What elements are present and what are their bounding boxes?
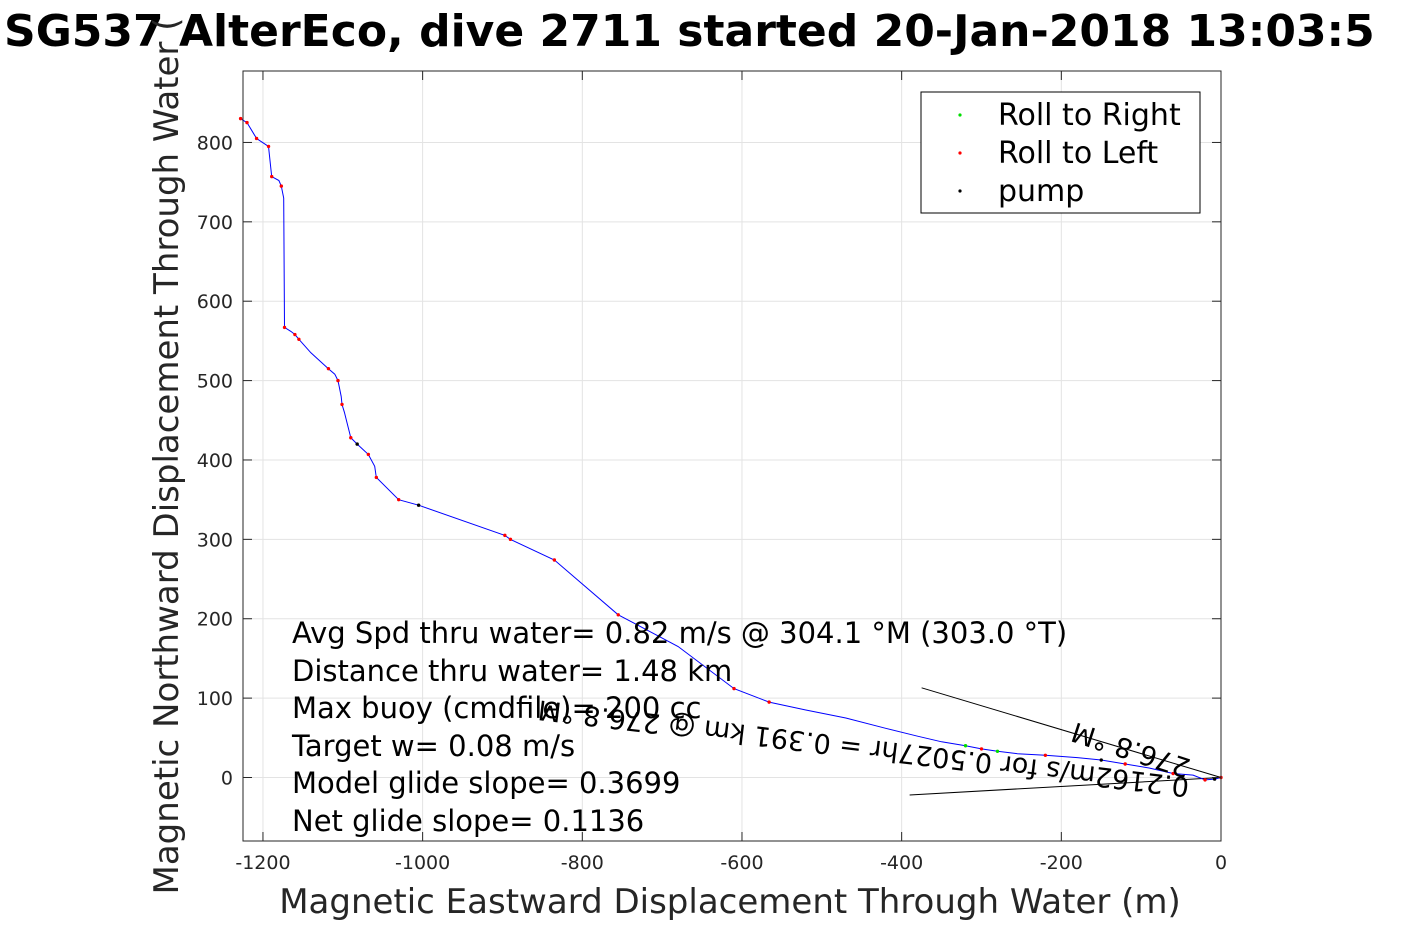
annotation-target-w: Target w= 0.08 m/s [291, 729, 575, 763]
roll-left-marker [1123, 762, 1127, 766]
roll-right-marker [963, 744, 968, 748]
x-axis-label: Magnetic Eastward Displacement Through W… [279, 882, 1181, 922]
legend-roll-right-label: Roll to Right [998, 98, 1181, 133]
roll-left-marker [336, 378, 340, 383]
legend-pump-marker [958, 189, 962, 193]
roll-left-marker [396, 497, 401, 502]
roll-left-marker [279, 184, 284, 188]
roll-left-marker [254, 136, 259, 141]
annotation-model-glide-slope: Model glide slope= 0.3699 [292, 766, 680, 800]
chart-title: SG537 AlterEco, dive 2711 started 20-Jan… [4, 6, 1375, 57]
dive-summary-annotations: Avg Spd thru water= 0.82 m/s @ 304.1 °M … [291, 616, 1067, 838]
annotation-distance: Distance thru water= 1.48 km [292, 654, 732, 688]
roll-left-marker [238, 116, 243, 121]
axis-ticks [243, 71, 1222, 841]
roll-left-marker [326, 366, 331, 371]
x-tick-label: -200 [1040, 852, 1083, 874]
y-tick-label: 500 [197, 371, 233, 393]
y-tick-label: 600 [197, 291, 233, 313]
legend-roll-right-marker [958, 113, 962, 117]
roll-left-marker [282, 325, 287, 330]
y-tick-label: 700 [197, 212, 233, 234]
current-vector-line [921, 687, 1222, 778]
x-tick-labels: -1200 -1000 -800 -600 -400 -200 0 [235, 852, 1227, 874]
roll-left-marker [297, 337, 301, 342]
current-vector-line [909, 776, 1222, 796]
legend-roll-left-label: Roll to Left [998, 136, 1158, 171]
roll-left-marker [1043, 753, 1048, 757]
x-tick-label: -1000 [395, 852, 450, 874]
plot-frame [242, 70, 1222, 842]
roll-left-marker [374, 475, 379, 480]
annotation-avg-speed: Avg Spd thru water= 0.82 m/s @ 304.1 °M … [292, 616, 1067, 650]
roll-left-marker [767, 700, 771, 704]
roll-left-marker [1203, 778, 1207, 782]
x-tick-label: -800 [561, 852, 604, 874]
y-axis-label: Magnetic Northward Displacement Through … [147, 18, 187, 895]
roll-left-marker [616, 613, 620, 617]
pump-marker [355, 442, 359, 446]
roll-left-marker [270, 174, 274, 179]
y-tick-label: 200 [197, 609, 233, 631]
roll-left-marker [340, 402, 344, 407]
roll-left-marker [979, 747, 984, 751]
y-tick-label: 100 [197, 688, 233, 710]
marker-layer [238, 116, 1223, 782]
y-tick-label: 800 [197, 132, 233, 154]
y-tick-label: 400 [197, 450, 233, 472]
legend: Roll to Right Roll to Left pump [920, 91, 1201, 214]
roll-left-marker [508, 537, 513, 542]
x-tick-label: 0 [1215, 852, 1227, 874]
roll-left-marker [245, 120, 249, 125]
annotation-max-buoy: Max buoy (cmdfile)= 200 cc [292, 691, 701, 725]
roll-left-marker [732, 686, 736, 691]
roll-left-marker [349, 436, 353, 440]
y-tick-label: 0 [221, 767, 233, 789]
roll-left-marker [552, 558, 557, 562]
legend-pump-label: pump [998, 174, 1084, 209]
x-tick-label: -1200 [235, 852, 290, 874]
annotation-net-glide-slope: Net glide slope= 0.1136 [292, 804, 644, 838]
current-vector-lines [909, 687, 1222, 796]
y-tick-label: 300 [197, 529, 233, 551]
x-tick-label: -600 [720, 852, 763, 874]
roll-left-marker [366, 452, 371, 457]
roll-left-marker [1171, 771, 1175, 776]
roll-right-marker [995, 749, 1000, 753]
pump-marker [1099, 758, 1103, 762]
roll-left-marker [266, 144, 271, 149]
grid-lines [243, 71, 1222, 841]
y-tick-labels: 0 100 200 300 400 500 600 700 800 [197, 132, 233, 789]
pump-marker [416, 503, 421, 507]
roll-left-marker [293, 332, 297, 337]
roll-left-marker [503, 533, 507, 538]
x-tick-label: -400 [880, 852, 923, 874]
legend-roll-left-marker [958, 151, 962, 155]
pump-marker [1212, 777, 1217, 781]
legend-box [920, 91, 1201, 214]
